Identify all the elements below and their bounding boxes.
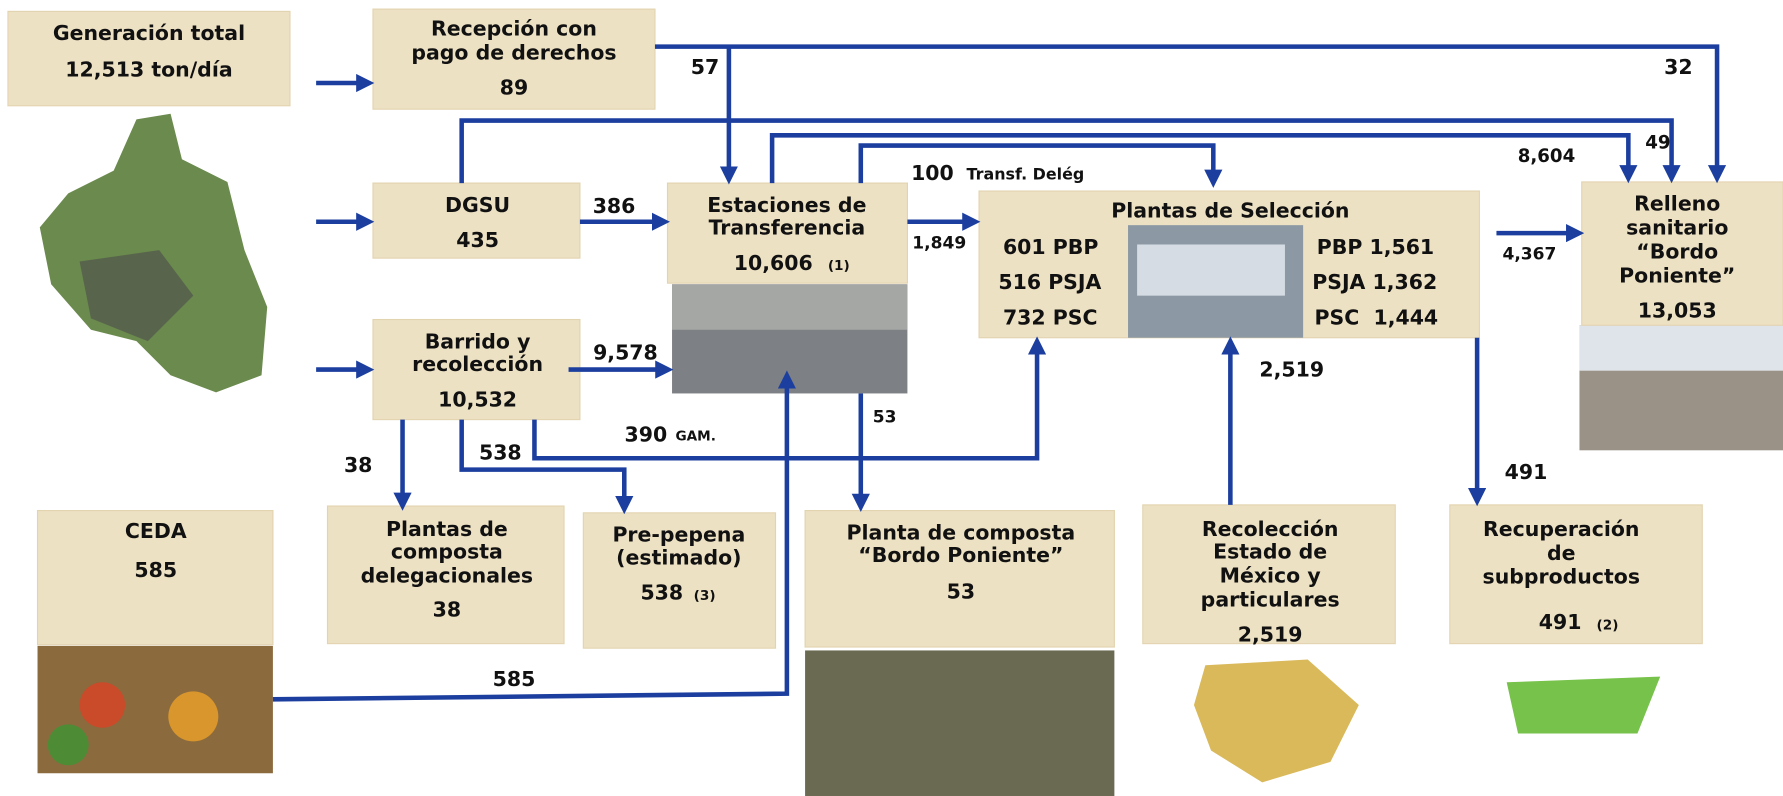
- node-value: PSC 1,444: [1315, 305, 1439, 329]
- node-title: Recuperación: [1483, 517, 1639, 541]
- node-title: DGSU: [445, 193, 510, 217]
- node-title: subproductos: [1483, 565, 1640, 589]
- node-title: Poniente”: [1619, 263, 1735, 287]
- flow-label: 49: [1645, 132, 1670, 153]
- node-value: 601 PBP: [1003, 235, 1098, 259]
- flow-label: 4,367: [1502, 245, 1556, 265]
- arrow: [772, 135, 1628, 183]
- flow-label: 53: [873, 407, 897, 427]
- state-map-image: [1194, 660, 1359, 783]
- node-value: 10,606: [734, 251, 813, 275]
- node-title: sanitario: [1626, 216, 1728, 240]
- produce-detail: [48, 724, 89, 765]
- node-value: 89: [500, 76, 528, 100]
- flow-label: 38: [344, 453, 372, 477]
- recycle-image: [1507, 677, 1661, 734]
- landfill-sky: [1579, 325, 1783, 370]
- node-value: 12,513 ton/día: [65, 58, 232, 82]
- node-value: PBP 1,561: [1317, 235, 1434, 259]
- node-title: Barrido y: [425, 329, 531, 353]
- node-title: delegacionales: [361, 564, 533, 588]
- flow-label: GAM.: [675, 429, 715, 445]
- node-value: 435: [456, 228, 499, 252]
- node-value: 53: [947, 579, 975, 603]
- flow-label: 100: [911, 161, 954, 185]
- node-title: de: [1547, 541, 1576, 565]
- flow-label: 2,519: [1259, 358, 1324, 382]
- node-title: “Bordo Poniente”: [858, 543, 1063, 567]
- compost-image: [805, 650, 1114, 796]
- node-value: 516 PSJA: [998, 270, 1101, 294]
- node-note: (1): [828, 258, 850, 274]
- node-title: Pre-pepena: [612, 523, 745, 547]
- node-title: CEDA: [125, 519, 187, 543]
- node-title: “Bordo: [1636, 239, 1718, 263]
- flow-label: 390: [625, 423, 668, 447]
- node-value: 491: [1539, 610, 1582, 634]
- plant-image-roof: [1137, 244, 1285, 295]
- flow-label: 1,849: [912, 233, 966, 253]
- node-title: Plantas de: [386, 517, 508, 541]
- node-value: 2,519: [1238, 623, 1303, 647]
- node-title: recolección: [412, 352, 543, 376]
- node-value: 538: [640, 581, 683, 605]
- flow-label: 57: [691, 55, 719, 79]
- flow-label: 585: [493, 667, 536, 691]
- node-title: Estado de: [1213, 540, 1327, 564]
- node-title: composta: [391, 540, 503, 564]
- node-title: Recepción con: [431, 17, 597, 41]
- node-value: PSJA 1,362: [1312, 270, 1437, 294]
- node-value: 13,053: [1638, 299, 1717, 323]
- flow-label: 32: [1664, 55, 1692, 79]
- flow-label: 9,578: [593, 341, 658, 365]
- flow-label: 8,604: [1518, 146, 1576, 167]
- flow-label: 491: [1505, 460, 1548, 484]
- node-title: Generación total: [53, 21, 245, 45]
- flow-label: 386: [593, 194, 636, 218]
- diagram: Generación total 12,513 ton/día Recepció…: [0, 0, 1783, 796]
- node-title: particulares: [1201, 587, 1340, 611]
- produce-detail: [80, 682, 125, 727]
- node-value: 585: [134, 558, 177, 582]
- produce-detail: [168, 691, 218, 741]
- node-title: pago de derechos: [411, 40, 616, 64]
- node-title: Planta de composta: [847, 520, 1076, 544]
- node-value: 10,532: [438, 387, 517, 411]
- node-value: 732 PSC: [1003, 305, 1098, 329]
- station-image-roof: [672, 284, 907, 329]
- node-value: 38: [433, 598, 461, 622]
- node-note: (2): [1597, 617, 1619, 633]
- node-title: Estaciones de: [707, 193, 866, 217]
- flow-label: 538: [479, 441, 522, 465]
- flow-label: Transf. Delég: [967, 165, 1085, 184]
- node-title: Relleno: [1634, 192, 1720, 216]
- node-title: Recolección: [1202, 517, 1339, 541]
- node-title: México y: [1220, 564, 1321, 588]
- node-note: (3): [694, 588, 716, 604]
- node-title: Plantas de Selección: [1111, 199, 1349, 223]
- node-title: Transferencia: [709, 216, 866, 240]
- node-title: (estimado): [616, 545, 741, 569]
